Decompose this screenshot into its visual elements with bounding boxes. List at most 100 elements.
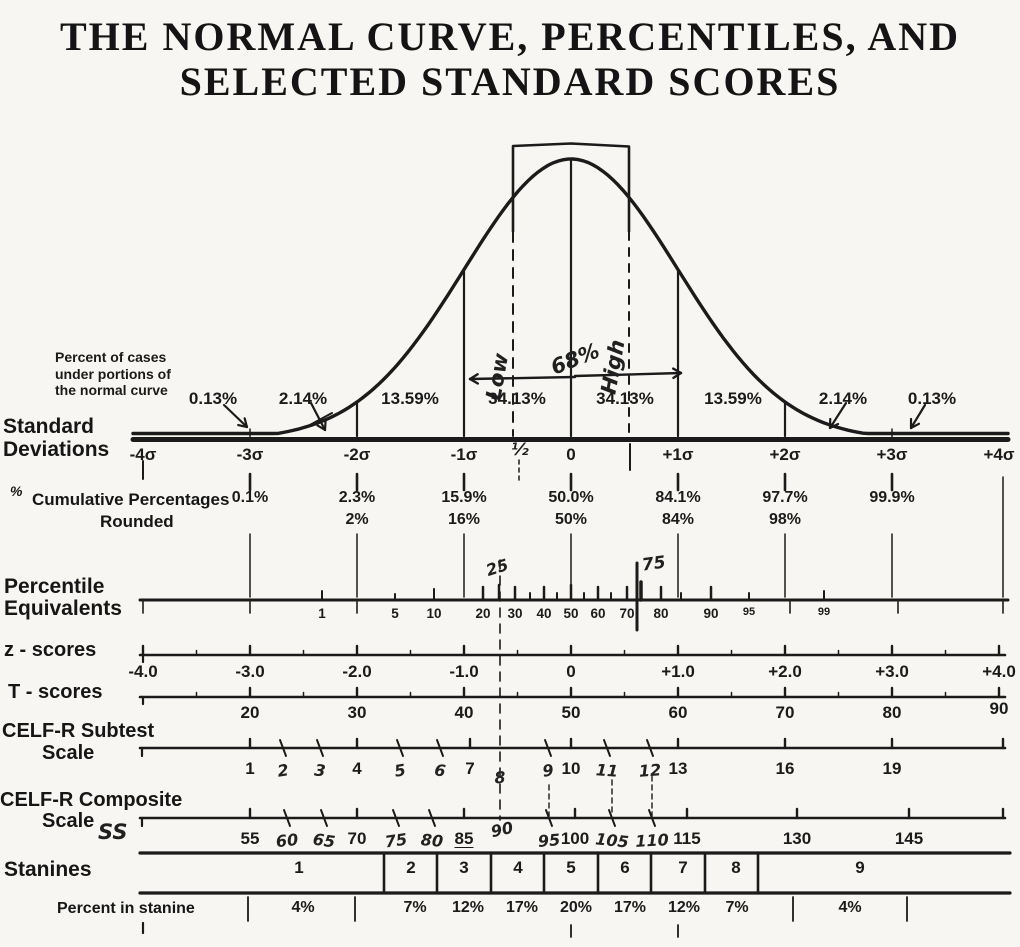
percent-of-cases-note: Percent of cases under portions of the n… [55, 349, 171, 399]
subtest-handwritten-value: 11 [595, 760, 619, 781]
stanine-percent-value: 12% [451, 899, 485, 916]
subtest-handwritten-value: 8 [493, 767, 507, 788]
sd-tick-label: -1σ [450, 445, 478, 464]
rounded-label: Rounded [100, 512, 174, 531]
leader-013-left-head [243, 417, 249, 429]
leader-013-right [909, 403, 927, 430]
stanine-percent-value: 12% [667, 899, 701, 916]
stanine-percent-value: 4% [838, 899, 862, 916]
percentile-tick-label: 5 [391, 606, 399, 621]
composite-scale-value: 145 [894, 829, 924, 848]
stanine-cell-label: 5 [566, 858, 576, 877]
curve-percent-label: 34.13% [488, 389, 546, 408]
cumulative-rounded-value: 2% [345, 511, 369, 528]
cumulative-exact-value: 99.9% [869, 489, 915, 506]
equivalents-label: Equivalents [4, 597, 122, 620]
sixty-eight-arrow-right-head [671, 367, 683, 375]
leader-013-left-head [237, 423, 249, 429]
composite-hw-slash [428, 809, 436, 827]
percentile-tick-label: 60 [590, 606, 606, 621]
cumulative-exact-value: 50.0% [548, 489, 594, 506]
composite-handwritten-value: 105 [594, 829, 630, 852]
subtest-scale-value: 1 [245, 759, 255, 778]
sd-tick-label: -4σ [129, 445, 157, 464]
stanine-cell-label: 2 [406, 858, 416, 877]
composite-handwritten-value: 95 [537, 830, 561, 851]
handdrawn-rectangle [511, 142, 631, 232]
subtest-scale-value: 10 [561, 759, 581, 778]
percentile-label: Percentile [4, 575, 105, 598]
cumulative-exact-value: 2.3% [338, 489, 376, 506]
curve-percent-label: 2.14% [278, 389, 328, 408]
stanine-cell-label: 7 [678, 858, 688, 877]
t-score-label: 20 [240, 703, 260, 722]
curve-percent-label: 0.13% [907, 389, 957, 408]
t-score-label: 30 [347, 703, 367, 722]
z-score-label: +1.0 [661, 662, 695, 681]
subtest-scale-value: 16 [775, 759, 795, 778]
composite-handwritten-value: 110 [634, 830, 670, 851]
z-score-label: +3.0 [875, 662, 909, 681]
subtest-hw-slash [436, 739, 444, 757]
composite-scale-value: 70 [347, 829, 367, 848]
stanine-percent-value: 7% [403, 899, 427, 916]
subtest-handwritten-value: 3 [313, 760, 327, 781]
sd-tick-label: +1σ [662, 445, 694, 464]
subtest-scale-value: 4 [352, 759, 362, 778]
composite-hw-slash [392, 809, 400, 827]
subtest-hw-slash [646, 739, 654, 757]
curve-percent-label: 2.14% [818, 389, 868, 408]
subtest-hw-slash [544, 739, 552, 757]
cumulative-rounded-value: 50% [554, 511, 588, 528]
title-line-2: SELECTED STANDARD SCORES [179, 59, 841, 104]
stanine-cell-label: 6 [620, 858, 630, 877]
page-title: THE NORMAL CURVE, PERCENTILES, AND SELEC… [0, 14, 1020, 104]
percentile-tick-label: 30 [507, 606, 523, 621]
t-score-label: 50 [561, 703, 581, 722]
stanine-cell-label: 1 [294, 858, 304, 877]
cumulative-exact-value: 84.1% [655, 489, 701, 506]
stanine-percent-value: 20% [559, 899, 593, 916]
composite-hw-slash [608, 809, 616, 827]
handwritten-75-label: 75 [640, 552, 667, 576]
stanine-cell-label: 9 [855, 858, 865, 877]
z-score-label: +2.0 [768, 662, 802, 681]
percent-symbol: % [10, 483, 23, 499]
stanine-percent-value: 17% [613, 899, 647, 916]
sd-tick-label: -2σ [343, 445, 371, 464]
sd-tick-label: +2σ [769, 445, 801, 464]
stanines-label: Stanines [4, 858, 92, 881]
composite-scale-value: 100 [560, 829, 590, 848]
standard-deviations-label2: Deviations [3, 438, 110, 461]
subtest-hw-slash [279, 739, 287, 757]
z-score-label: +4.0 [982, 662, 1016, 681]
sd-tick-label: 0 [566, 445, 576, 464]
celfr-subtest-scale-label: Scale [42, 742, 95, 764]
sixty-eight-arrow-left-head [468, 373, 479, 381]
cumulative-rounded-value: 98% [768, 511, 802, 528]
handwritten-half-label: ½ [511, 440, 529, 460]
subtest-scale-value: 13 [668, 759, 688, 778]
celfr-composite-scale-label: Scale [42, 810, 95, 832]
curve-percent-label: 0.13% [188, 389, 238, 408]
sixty-eight-arrow-right [573, 371, 683, 378]
curve-percent-label: 13.59% [381, 389, 439, 408]
leader-214-left-cross [307, 412, 333, 427]
cumulative-exact-value: 97.7% [762, 489, 808, 506]
z-score-label: -3.0 [235, 662, 265, 681]
sd-tick-label: +3σ [876, 445, 908, 464]
composite-hw-slash [648, 809, 656, 827]
composite-hw-slash [283, 809, 291, 827]
percentile-tick-label: 20 [475, 606, 491, 621]
cumulative-exact-value: 15.9% [441, 489, 487, 506]
cumulative-rounded-value: 16% [447, 511, 481, 528]
percentile-tick-label: 40 [536, 606, 552, 621]
t-scores-label: T - scores [8, 681, 103, 703]
subtest-hw-slash [396, 739, 404, 757]
leader-214-right [828, 401, 848, 430]
composite-handwritten-value: 65 [311, 829, 337, 852]
percentile-tick-label: 1 [318, 606, 326, 621]
celfr-subtest-label: CELF-R Subtest [2, 720, 155, 742]
t-score-label: 90 [989, 699, 1009, 718]
